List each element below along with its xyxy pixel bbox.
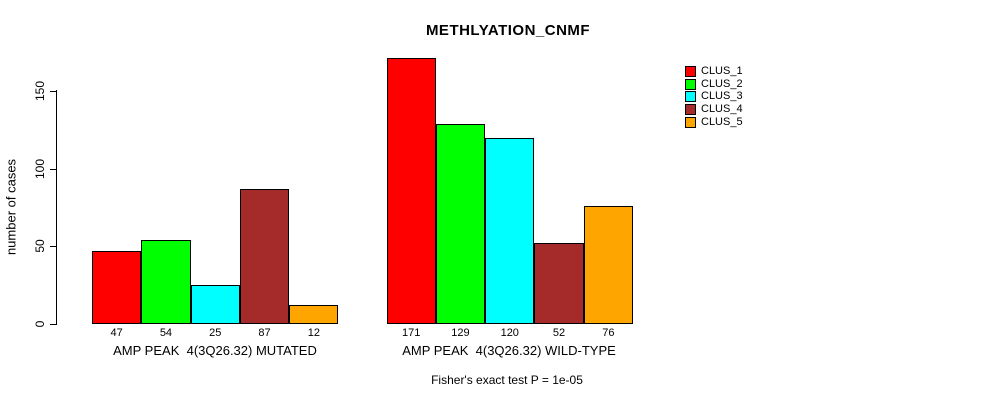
bar-value-label: 76 [602,327,615,339]
bar-value-label: 52 [552,327,566,339]
bar-clus_3-group2 [485,137,535,324]
bar-value-label: 12 [307,327,320,339]
legend-item: CLUS_3 [685,90,743,103]
y-tick-label-text: 150 [33,80,47,102]
bar-value-label: 47 [110,327,123,339]
x-group-label-mutated: AMP PEAK 4(3Q26.32) MUTATED [113,343,317,358]
legend-item-label: CLUS_2 [701,77,743,90]
y-axis-line [56,90,57,324]
legend-item-label: CLUS_5 [701,115,743,128]
bar-value-label: 54 [159,327,173,339]
bar-clus_1-group1 [92,250,142,324]
y-tick-label-text: 0 [33,320,47,328]
y-tick-mark [50,246,57,248]
bar-clus_5-group2 [583,205,633,324]
bar-clus_4-group2 [534,243,584,324]
bar-clus_5-group1 [289,305,339,324]
bar-value-label: 171 [401,327,421,339]
bar-clus_1-group2 [386,58,436,324]
legend-color-swatch-clus_1 [685,65,696,77]
legend-item-label: CLUS_1 [701,64,743,77]
legend-color-swatch-clus_2 [685,78,696,90]
legend-item-label: CLUS_3 [701,90,743,103]
y-tick-mark [50,91,57,92]
y-tick-mark [50,168,57,170]
legend-item: CLUS_2 [685,78,743,91]
bar-clus_4-group1 [239,188,290,324]
y-tick-label-text: 100 [33,158,47,179]
bar-value-label: 120 [500,327,519,339]
bar-clus_3-group1 [190,285,240,324]
legend-color-swatch-clus_5 [685,116,696,128]
legend-item: CLUS_1 [685,65,743,78]
bar-clus_2-group2 [435,123,486,324]
legend-color-swatch-clus_4 [685,103,696,115]
bar-value-label: 129 [451,327,470,339]
legend: CLUS_1 CLUS_2 CLUS_3 CLUS_4 CLUS_5 [685,65,743,128]
y-tick-mark [50,324,57,325]
legend-item: CLUS_4 [685,103,743,116]
caption-fishers-test: Fisher's exact test P = 1e-05 [431,373,583,387]
bar-value-label: 87 [258,327,271,339]
y-axis-title-text: number of cases [3,158,19,256]
legend-item: CLUS_5 [685,116,743,129]
bar-clus_2-group1 [141,240,191,324]
bar-value-label: 25 [209,327,222,339]
legend-item-label: CLUS_4 [701,102,743,115]
chart-title: METHLYATION_CNMF [425,22,591,39]
y-tick-label-text: 50 [33,239,47,254]
legend-color-swatch-clus_3 [685,91,696,103]
x-group-label-wildtype: AMP PEAK 4(3Q26.32) WILD-TYPE [402,343,616,358]
